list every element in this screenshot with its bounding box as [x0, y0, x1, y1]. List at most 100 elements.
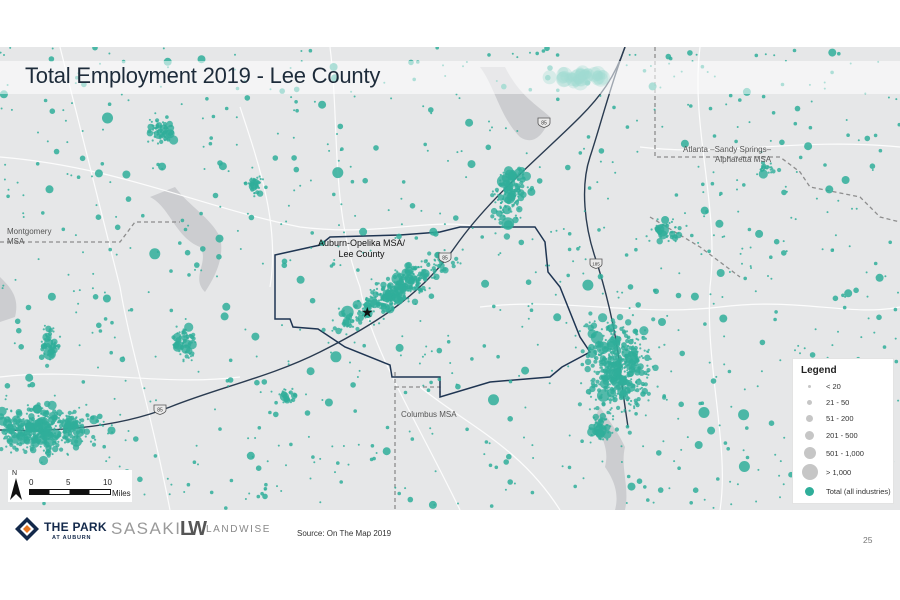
employment-point — [308, 48, 313, 53]
employment-point — [159, 137, 162, 140]
employment-point — [593, 320, 596, 323]
employment-point — [58, 414, 62, 417]
employment-point — [616, 405, 621, 410]
employment-point — [741, 262, 743, 265]
employment-point — [255, 183, 258, 186]
employment-point — [626, 373, 631, 378]
employment-point — [227, 385, 230, 387]
employment-point — [604, 385, 609, 390]
employment-point — [287, 363, 290, 366]
employment-point — [91, 434, 96, 440]
employment-point — [101, 424, 105, 427]
employment-point — [790, 216, 793, 219]
employment-point — [538, 166, 541, 169]
employment-point — [584, 323, 589, 328]
employment-point — [837, 199, 840, 202]
employment-point — [47, 400, 57, 410]
employment-point — [183, 491, 186, 493]
employment-point — [244, 328, 247, 331]
employment-point — [521, 366, 530, 375]
employment-point — [155, 120, 158, 123]
employment-point — [355, 326, 360, 332]
employment-point — [897, 291, 899, 294]
employment-point — [394, 486, 397, 489]
employment-point — [616, 392, 619, 395]
employment-point — [261, 379, 268, 385]
employment-point — [414, 236, 419, 240]
employment-point — [5, 445, 8, 448]
employment-point — [39, 412, 43, 415]
employment-point — [67, 426, 75, 433]
employment-point — [612, 333, 615, 336]
legend-item-501-1000: 501 - 1,000 — [793, 446, 893, 462]
employment-point — [129, 247, 132, 249]
employment-point — [399, 354, 402, 357]
employment-point — [647, 350, 650, 354]
employment-point — [692, 487, 699, 494]
employment-point — [66, 452, 69, 455]
employment-point — [189, 355, 192, 358]
employment-point — [525, 279, 532, 285]
employment-point — [54, 341, 57, 344]
employment-point — [730, 405, 733, 408]
employment-point — [567, 232, 572, 236]
employment-point — [429, 427, 432, 430]
employment-point — [413, 286, 416, 289]
employment-point — [611, 388, 615, 391]
employment-point — [606, 321, 609, 324]
employment-point — [51, 47, 54, 50]
employment-point — [587, 186, 592, 190]
employment-point — [299, 184, 302, 187]
employment-point — [656, 238, 663, 245]
montgomery-msa-label: Montgomery MSA — [7, 227, 52, 246]
employment-point — [91, 442, 97, 447]
employment-point — [519, 176, 526, 183]
employment-point — [639, 343, 642, 346]
employment-point — [621, 329, 627, 334]
employment-point — [48, 328, 53, 333]
employment-point — [605, 424, 609, 427]
employment-point — [607, 431, 610, 434]
employment-point — [608, 328, 613, 333]
employment-point — [667, 239, 670, 243]
employment-point — [769, 139, 772, 142]
employment-point — [307, 435, 310, 438]
employment-point — [3, 54, 5, 56]
employment-point — [183, 227, 188, 232]
employment-point — [141, 213, 145, 218]
employment-point — [871, 169, 874, 171]
employment-point — [122, 356, 125, 359]
employment-point — [665, 53, 672, 60]
employment-point — [143, 387, 146, 390]
employment-point — [218, 427, 222, 431]
employment-point — [606, 438, 609, 441]
employment-point — [285, 220, 288, 223]
employment-point — [369, 457, 374, 462]
employment-point — [622, 363, 625, 366]
employment-point — [149, 248, 161, 260]
employment-point — [239, 248, 242, 250]
employment-point — [14, 426, 17, 429]
employment-point — [604, 389, 607, 392]
employment-point — [698, 407, 710, 418]
employment-point — [606, 398, 610, 401]
employment-point — [690, 292, 699, 301]
employment-point — [622, 381, 627, 386]
employment-point — [0, 107, 3, 110]
employment-point — [488, 442, 491, 445]
employment-point — [628, 53, 631, 56]
employment-point — [329, 264, 334, 268]
employment-point — [606, 371, 609, 374]
employment-point — [429, 380, 433, 385]
employment-point — [873, 261, 878, 266]
employment-point — [522, 173, 525, 176]
employment-point — [385, 298, 390, 303]
employment-point — [278, 393, 281, 396]
employment-point — [290, 399, 293, 402]
employment-point — [623, 410, 626, 413]
employment-point — [156, 142, 160, 145]
employment-point — [398, 294, 401, 297]
employment-point — [71, 412, 74, 415]
employment-point — [16, 181, 19, 184]
employment-point — [422, 105, 425, 108]
